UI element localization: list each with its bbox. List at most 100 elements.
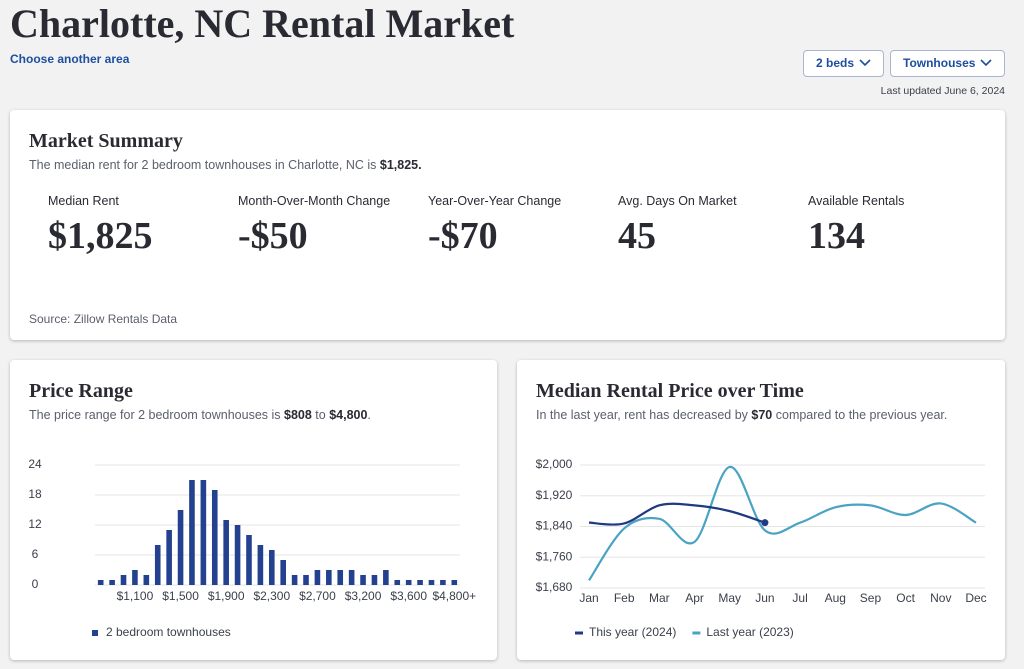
subtitle-part: The price range for 2 bedroom townhouses…	[29, 408, 284, 422]
card-subtitle: The price range for 2 bedroom townhouses…	[29, 408, 371, 422]
x-tick-label: $2,300	[253, 589, 290, 603]
dropdown-label: Townhouses	[903, 56, 976, 70]
end-point	[761, 519, 769, 527]
beds-dropdown[interactable]: 2 beds	[803, 50, 884, 77]
card-subtitle: The median rent for 2 bedroom townhouses…	[29, 158, 422, 172]
metric-value: -$50	[238, 215, 308, 257]
y-tick-label: 18	[28, 487, 42, 501]
metric-label: Median Rent	[48, 194, 119, 208]
bar	[177, 510, 184, 585]
subtitle-part: compared to the previous year.	[772, 408, 948, 422]
y-tick-label: $1,680	[536, 580, 573, 594]
y-tick-label: 0	[32, 577, 39, 591]
bar	[394, 580, 401, 585]
bar	[154, 545, 161, 585]
legend-label: Last year (2023)	[706, 625, 793, 639]
bar	[280, 560, 287, 585]
bar	[291, 575, 298, 585]
y-tick-label: 6	[32, 547, 39, 561]
bar	[314, 570, 321, 585]
x-tick-label: $1,100	[117, 589, 154, 603]
source: Source: Zillow Rentals Data	[29, 312, 178, 326]
bar	[383, 570, 389, 585]
chevron	[859, 59, 871, 67]
x-tick-label: Jul	[792, 591, 807, 605]
line	[588, 465, 977, 581]
y-tick-label: $1,920	[536, 488, 573, 502]
bar	[132, 570, 138, 585]
x-tick-label: $2,700	[299, 589, 336, 603]
subtitle-part: .	[367, 408, 371, 422]
subtitle-part: $70	[751, 408, 773, 422]
bar	[211, 490, 218, 585]
x-tick-label: Mar	[649, 591, 670, 605]
bar	[234, 525, 241, 585]
bar	[337, 570, 344, 585]
bar	[405, 580, 412, 585]
card-subtitle: In the last year, rent has decreased by …	[536, 408, 947, 422]
x-tick-label: Jun	[755, 591, 774, 605]
page-title: Charlotte, NC Rental Market	[10, 1, 515, 46]
x-tick-label: Aug	[825, 591, 846, 605]
x-tick-label: May	[718, 591, 741, 605]
legend-label: This year (2024)	[589, 625, 676, 639]
bar	[166, 530, 172, 585]
bar	[360, 575, 366, 585]
bar	[326, 570, 332, 585]
y-tick-label: $1,760	[536, 549, 573, 563]
x-tick-label: Oct	[896, 591, 915, 605]
y-tick-label: 12	[28, 517, 42, 531]
bar	[348, 570, 355, 585]
bar	[268, 550, 275, 585]
chevron	[980, 59, 992, 67]
bar	[200, 480, 207, 585]
metric-value: -$70	[428, 215, 498, 257]
y-tick-label: $2,000	[536, 457, 573, 471]
card-title: Median Rental Price over Time	[536, 380, 804, 402]
x-tick-label: $1,900	[208, 589, 245, 603]
bar	[97, 580, 104, 585]
bar	[143, 575, 150, 585]
type-dropdown[interactable]: Townhouses	[890, 50, 1005, 77]
x-tick-label: Feb	[614, 591, 635, 605]
x-tick-label: Nov	[930, 591, 951, 605]
summary-card: Market Summary The median rent for 2 bed…	[10, 110, 1005, 340]
area-link[interactable]: Choose another area	[10, 52, 130, 66]
bar	[189, 480, 195, 585]
card-title: Price Range	[29, 380, 133, 402]
subtitle-part: In the last year, rent has decreased by	[536, 408, 752, 422]
bar	[428, 580, 435, 585]
legend-swatch	[92, 630, 98, 636]
bar	[109, 580, 115, 585]
price-range-card: Price Range The price range for 2 bedroo…	[10, 360, 497, 660]
x-tick-label: Apr	[685, 591, 704, 605]
metric-value: 45	[618, 215, 656, 257]
subtitle-part: $1,825.	[379, 158, 422, 172]
subtitle-part: The median rent for 2 bedroom townhouses…	[29, 158, 380, 172]
bar	[246, 535, 252, 585]
bar	[451, 580, 458, 585]
x-tick-label: Sep	[860, 591, 882, 605]
metric-value: $1,825	[48, 215, 153, 257]
bar	[440, 580, 446, 585]
last-updated: Last updated June 6, 2024	[880, 85, 1005, 97]
metric-value: 134	[808, 215, 865, 257]
subtitle-part: $4,800	[329, 408, 368, 422]
bar	[120, 575, 127, 585]
x-tick-label: Dec	[965, 591, 986, 605]
bar	[371, 575, 378, 585]
bar	[223, 520, 229, 585]
y-tick-label: 24	[28, 457, 42, 471]
card-title: Market Summary	[29, 130, 183, 152]
dropdown-label: 2 beds	[816, 56, 855, 70]
bar	[303, 575, 309, 585]
x-tick-label: $3,200	[345, 589, 382, 603]
bar	[417, 580, 423, 585]
y-tick-label: $1,840	[536, 519, 573, 533]
x-tick-label: $3,600	[390, 589, 427, 603]
line	[588, 502, 766, 526]
metric-label: Year-Over-Year Change	[428, 194, 562, 208]
metric-label: Avg. Days On Market	[618, 194, 737, 208]
